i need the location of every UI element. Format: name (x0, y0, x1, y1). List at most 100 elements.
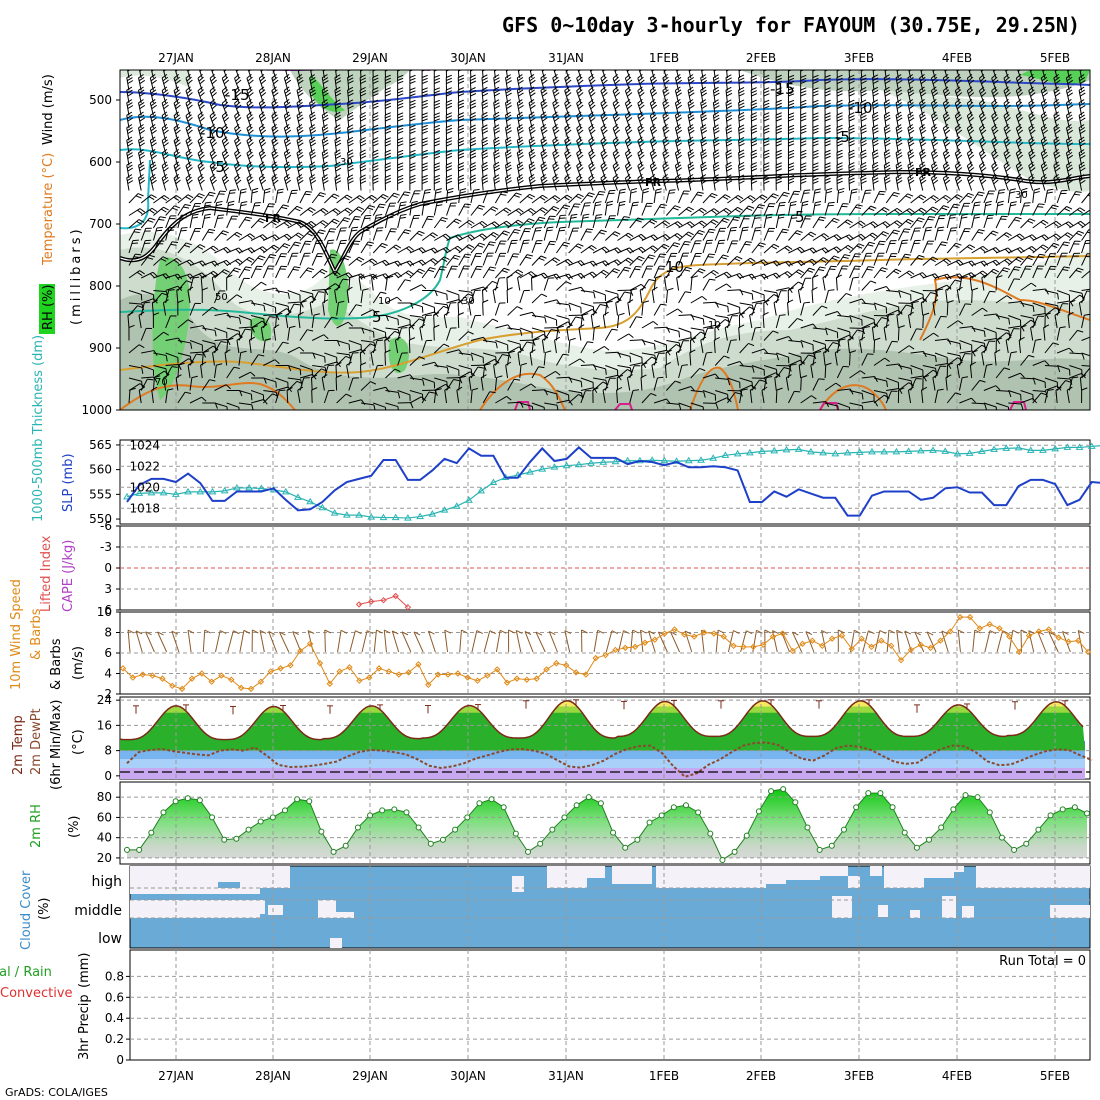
wind-barb-feather (908, 129, 915, 135)
wind-barb-feather (423, 200, 430, 204)
wind-barb-feather (626, 76, 632, 82)
wind-barb-feather (322, 142, 329, 147)
wind-barb-feather (309, 102, 316, 107)
wind-barb-staff (221, 90, 228, 104)
wind-barb-feather (981, 129, 987, 135)
wind-barb-feather (980, 176, 986, 182)
wind-barb-feather (372, 105, 379, 109)
wind-barb-feather (764, 66, 770, 68)
wind-barb-feather (577, 114, 583, 119)
wind-barb-feather (775, 152, 782, 156)
wind-barb-feather (1003, 148, 1009, 154)
wind-barb-staff (884, 70, 887, 79)
wind-barb-feather (147, 219, 154, 223)
wind-barb-staff (576, 153, 582, 166)
wind-barb-feather (185, 196, 192, 201)
wind-barb-staff (751, 242, 761, 254)
wind-barb-feather (185, 98, 191, 104)
wind-barb-feather (434, 118, 441, 122)
wind-barb-feather (848, 87, 855, 91)
wind-barb-feather (944, 117, 951, 122)
wind-barb-feather (651, 218, 658, 223)
wind-barb-staff (751, 259, 764, 266)
wind-barb-feather (149, 217, 156, 221)
wind-barb-feather (991, 136, 997, 142)
wind-barb-feather (997, 200, 1004, 204)
wind-barb-feather (360, 93, 367, 97)
wind-barb-feather (151, 70, 155, 72)
wind-barb-staff (458, 244, 470, 254)
wind-barb-feather (993, 104, 999, 110)
wind-barb-feather (1005, 65, 1010, 69)
wind-barb-staff (177, 204, 186, 216)
wind-barb-feather (1028, 173, 1034, 179)
wind-barb-feather (602, 167, 608, 172)
wind-barb-feather (896, 127, 902, 132)
wind-barb-feather (812, 165, 819, 169)
wind-barb-feather (529, 101, 535, 107)
wind-barb-feather (148, 196, 155, 201)
wind-barb-feather (360, 140, 367, 144)
wind-barb-feather (272, 89, 278, 94)
wind-barb-staff (861, 205, 872, 216)
wind-barb-feather (494, 70, 498, 72)
wind-barb-feather (334, 174, 341, 179)
wind-barb-feather (664, 167, 670, 172)
wind-barb-staff (690, 240, 696, 254)
wind-barb-feather (251, 190, 258, 194)
wind-barb-staff (1056, 221, 1069, 229)
wind-barb-staff (674, 177, 680, 191)
wind-barb-feather (1055, 233, 1062, 239)
wind-barb-feather (381, 242, 388, 246)
wind-barb-feather (763, 70, 768, 72)
wind-barb-feather (664, 274, 671, 279)
wind-barb-staff (991, 103, 997, 116)
wind-barb-feather (812, 174, 819, 178)
wind-barb-staff (347, 115, 350, 129)
wind-barb-feather (965, 195, 972, 199)
wind-barb-feather (968, 126, 974, 132)
wind-barb-feather (528, 218, 535, 222)
wind-barb-feather (979, 111, 985, 117)
wind-barb-feather (409, 137, 416, 141)
wind-barb-feather (689, 92, 695, 97)
wind-barb-feather (934, 273, 940, 279)
wind-barb-feather (270, 253, 277, 257)
wind-barb-feather (967, 173, 973, 179)
wind-barb-feather (458, 165, 465, 169)
wind-barb-feather (602, 142, 608, 147)
wind-barb-feather (528, 74, 535, 79)
wind-barb-feather (372, 140, 379, 144)
wind-barb-feather (223, 65, 228, 69)
wind-barb-feather (298, 104, 304, 110)
wind-barb-feather (697, 270, 704, 274)
wind-barb-feather (636, 258, 643, 262)
wind-barb-feather (505, 114, 512, 119)
wind-barb-feather (713, 62, 718, 65)
wind-barb-staff (751, 215, 756, 229)
wind-barb-feather (554, 167, 560, 172)
wind-barb-feather (872, 167, 879, 172)
wind-barb-feather (1005, 92, 1011, 97)
wind-barb-staff (469, 114, 472, 129)
wind-barb-feather (133, 256, 140, 259)
wind-barb-feather (860, 86, 867, 91)
wind-barb-feather (676, 79, 683, 85)
wind-barb-feather (895, 149, 902, 154)
wind-barb-feather (1031, 234, 1037, 240)
wind-barb-feather (878, 193, 885, 196)
wind-barb-staff (589, 70, 594, 79)
wind-barb-feather (322, 74, 328, 79)
wind-barb-staff (983, 230, 994, 241)
wind-barb-feather (775, 143, 782, 147)
wind-barb-feather (926, 226, 933, 229)
wind-barb-feather (1067, 117, 1074, 122)
wind-barb-feather (518, 208, 524, 213)
wind-barb-feather (713, 124, 719, 129)
wind-barb-feather (274, 234, 280, 240)
wind-barb-staff (1056, 241, 1065, 254)
wind-barb-feather (991, 270, 997, 275)
wind-barb-feather (319, 229, 326, 232)
wind-barb-staff (992, 70, 997, 79)
wind-barb-feather (931, 123, 937, 129)
